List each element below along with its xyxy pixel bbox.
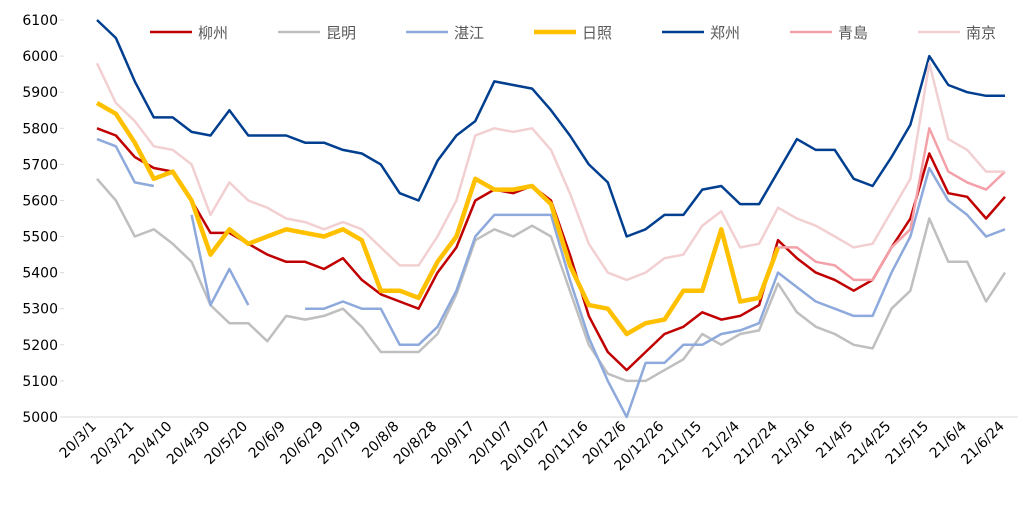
y-tick-label: 5000 — [22, 410, 58, 426]
legend-label: 青島 — [838, 24, 868, 42]
series-line — [96, 177, 1007, 383]
y-tick-label: 6100 — [22, 13, 58, 29]
legend-label: 湛江 — [454, 24, 484, 42]
y-tick-label: 5500 — [22, 230, 58, 246]
series-line — [95, 101, 781, 337]
y-tick-label: 6000 — [22, 49, 58, 65]
y-tick-label: 5900 — [22, 85, 58, 101]
y-tick-label: 5100 — [22, 374, 58, 390]
series-line — [96, 137, 1006, 419]
y-tick-label: 5300 — [22, 302, 58, 318]
legend-label: 郑州 — [710, 24, 740, 42]
series-line — [96, 19, 1005, 238]
series-line — [96, 127, 1006, 372]
y-tick-label: 5400 — [22, 266, 58, 282]
series-line — [95, 62, 1005, 282]
legend-label: 柳州 — [198, 24, 228, 42]
legend-label: 日照 — [582, 24, 612, 42]
y-tick-label: 5700 — [22, 157, 58, 173]
series-line — [778, 127, 1006, 282]
y-tick-label: 5800 — [22, 121, 58, 137]
legend-label: 南京 — [966, 24, 996, 42]
legend-label: 昆明 — [326, 24, 356, 42]
y-tick-label: 5600 — [22, 193, 58, 209]
y-tick-label: 5200 — [22, 338, 58, 354]
